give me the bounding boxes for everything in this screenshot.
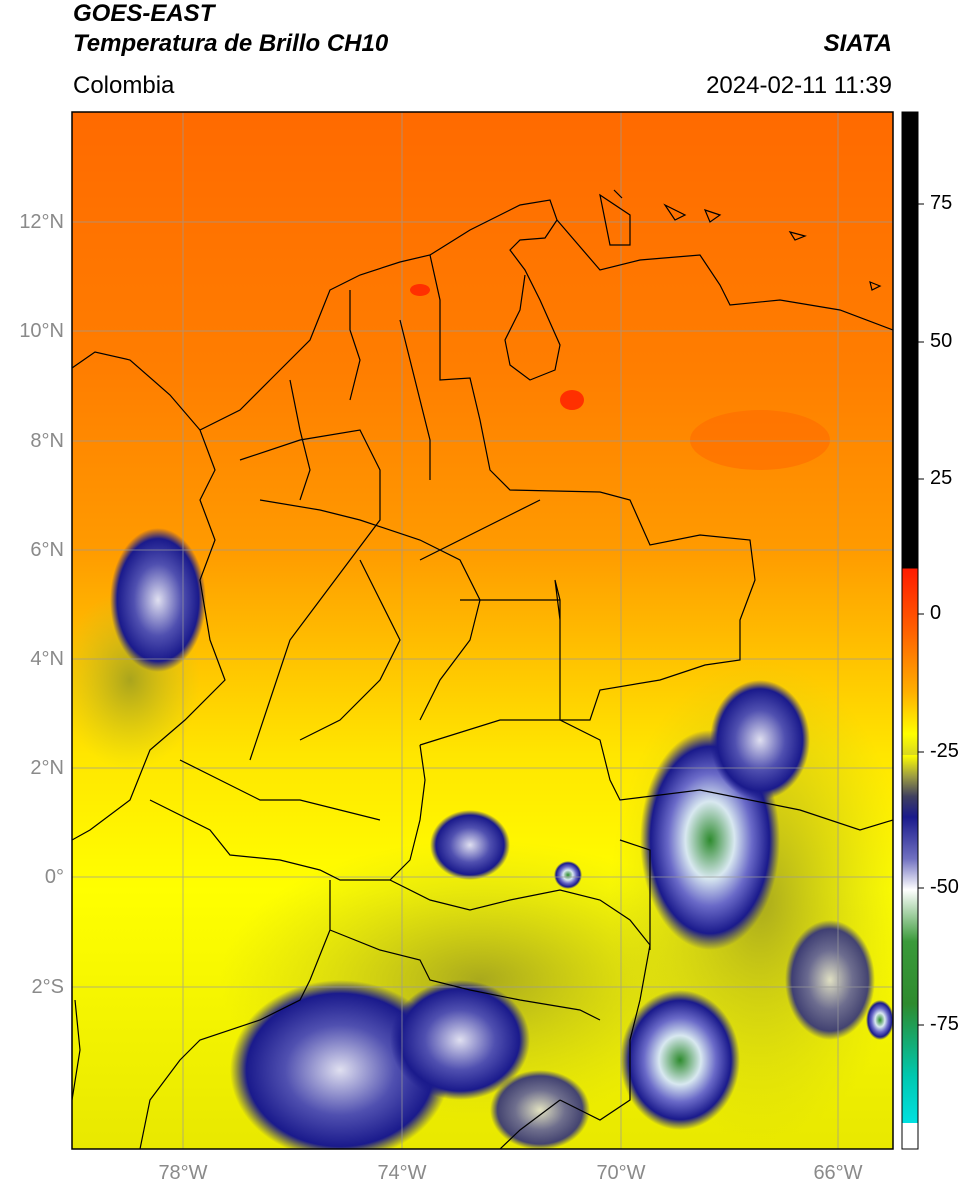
satellite-title: GOES-EAST	[73, 0, 215, 27]
cloud-cluster	[110, 528, 206, 672]
datetime-label: 2024-02-11 11:39	[706, 72, 892, 99]
lat-label-6N: 6°N	[30, 539, 64, 561]
colorbar-label-25: 25	[930, 467, 953, 489]
cloud-cluster	[430, 810, 510, 880]
colorbar-label-75: 75	[930, 192, 953, 214]
lat-label-0: 0°	[44, 866, 64, 888]
lat-label-2S: 2°S	[31, 976, 64, 998]
lat-label-4N: 4°N	[30, 648, 64, 670]
cloud-cluster	[620, 990, 740, 1130]
colorbar-label-minus50: -50	[930, 876, 959, 898]
region-label: Colombia	[73, 72, 175, 99]
graticule	[72, 112, 893, 1149]
lon-label-78W: 78°W	[158, 1162, 208, 1184]
lat-label-2N: 2°N	[30, 757, 64, 779]
colorbar-label-minus25: -25	[930, 740, 959, 762]
lat-label-12N: 12°N	[19, 211, 64, 233]
lon-label-74W: 74°W	[377, 1162, 427, 1184]
cloud-cluster	[710, 680, 810, 800]
lat-label-10N: 10°N	[19, 320, 64, 342]
warm-region	[690, 410, 830, 470]
colorbar	[901, 111, 919, 1150]
cloud-cluster	[866, 1000, 893, 1040]
boundaries	[72, 189, 893, 1149]
cloud-cluster	[554, 861, 582, 889]
hot-spot	[560, 390, 584, 410]
map-frame	[71, 111, 894, 1150]
lat-label-8N: 8°N	[30, 430, 64, 452]
lon-label-66W: 66°W	[813, 1162, 863, 1184]
colorbar-label-50: 50	[930, 330, 953, 352]
colorbar-ticks	[918, 203, 924, 1026]
organization-label: SIATA	[823, 30, 892, 57]
cloud-cluster	[785, 920, 875, 1040]
lon-label-70W: 70°W	[596, 1162, 646, 1184]
colorbar-label-minus75: -75	[930, 1013, 959, 1035]
cloud-cluster	[490, 1070, 590, 1149]
hot-spot	[410, 284, 430, 296]
product-title: Temperatura de Brillo CH10	[73, 30, 389, 57]
cloud-cluster	[390, 980, 530, 1100]
colorbar-label-0: 0	[930, 602, 942, 624]
